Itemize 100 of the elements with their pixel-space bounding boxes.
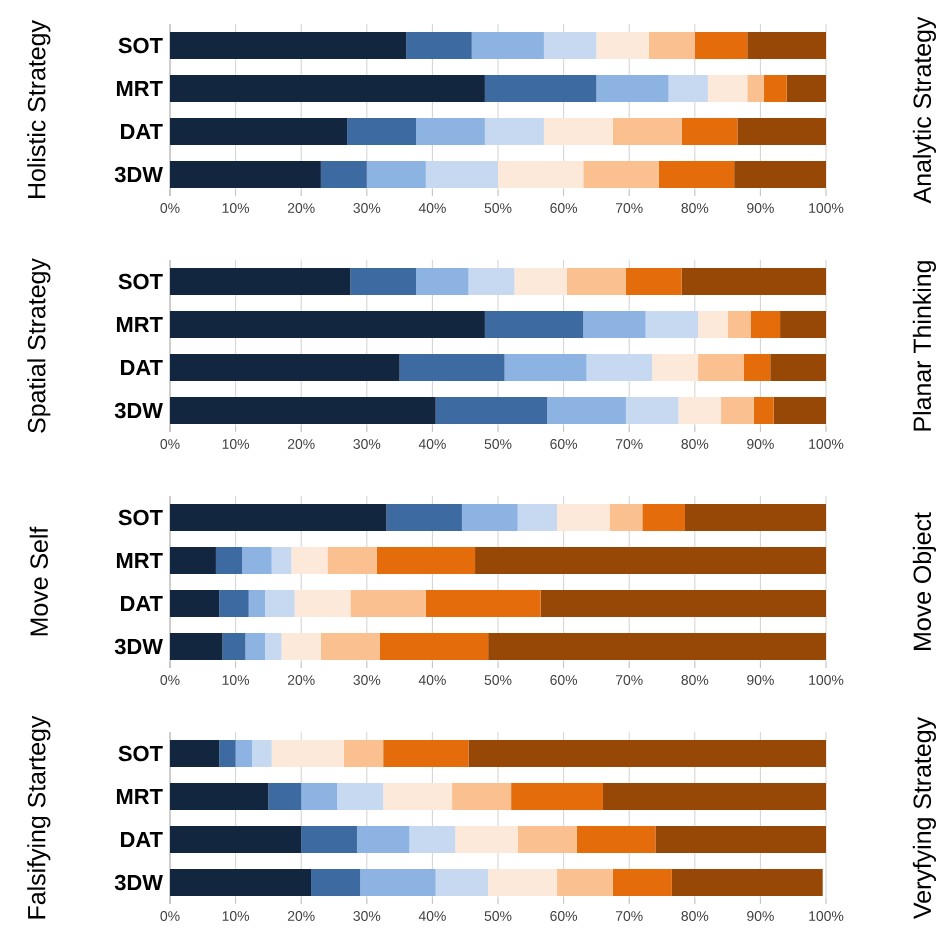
bar bbox=[514, 268, 567, 296]
bar bbox=[645, 311, 699, 339]
bar bbox=[609, 504, 643, 532]
bar bbox=[557, 869, 613, 897]
y-tick-label: MRT bbox=[116, 80, 163, 97]
bar bbox=[596, 75, 669, 103]
bar bbox=[350, 268, 416, 296]
bar bbox=[170, 397, 436, 425]
bar bbox=[425, 590, 541, 618]
bar bbox=[461, 504, 518, 532]
bar bbox=[747, 32, 827, 60]
y-tick-label: MRT bbox=[116, 316, 163, 333]
y-tick-label: DAT bbox=[121, 359, 163, 376]
bar bbox=[425, 161, 499, 189]
y2-axis-title: Move Object bbox=[912, 512, 936, 650]
bar bbox=[727, 311, 751, 339]
bar bbox=[737, 118, 827, 146]
y-tick-label: SOT bbox=[118, 273, 163, 290]
bar bbox=[517, 504, 558, 532]
bar bbox=[248, 590, 266, 618]
bar bbox=[681, 268, 827, 296]
bar bbox=[215, 547, 243, 575]
bar bbox=[694, 32, 748, 60]
bar bbox=[576, 826, 656, 854]
bar bbox=[540, 590, 827, 618]
bar bbox=[488, 633, 827, 661]
bar bbox=[170, 268, 351, 296]
bar bbox=[763, 75, 787, 103]
bar bbox=[271, 547, 292, 575]
bar bbox=[271, 740, 344, 768]
bar bbox=[170, 118, 348, 146]
bar bbox=[734, 161, 827, 189]
bar bbox=[320, 161, 367, 189]
y2-axis-title: Veryfying Strategy bbox=[912, 717, 936, 919]
bar bbox=[625, 397, 679, 425]
bar bbox=[484, 75, 597, 103]
bar bbox=[511, 783, 603, 811]
bar bbox=[655, 826, 827, 854]
bar bbox=[366, 161, 426, 189]
y-tick-label: 3DW bbox=[114, 874, 163, 891]
y-tick-label: 3DW bbox=[114, 638, 163, 655]
bar bbox=[170, 869, 312, 897]
bar bbox=[488, 869, 558, 897]
y-axis-title: Falsifying Startegy bbox=[27, 715, 51, 919]
bar bbox=[170, 590, 220, 618]
bar bbox=[170, 547, 216, 575]
bar bbox=[242, 547, 272, 575]
bar bbox=[170, 740, 220, 768]
bar bbox=[684, 504, 827, 532]
bar bbox=[399, 354, 505, 382]
bar bbox=[721, 397, 754, 425]
bar bbox=[347, 118, 416, 146]
bar bbox=[452, 783, 512, 811]
y-tick-label: DAT bbox=[121, 595, 163, 612]
bar bbox=[612, 118, 682, 146]
bar bbox=[291, 547, 328, 575]
bar bbox=[543, 32, 597, 60]
y2-axis-title: Planar Thinking bbox=[912, 261, 936, 431]
bar bbox=[786, 75, 827, 103]
y-tick-label: MRT bbox=[116, 788, 163, 805]
bar bbox=[356, 826, 410, 854]
bar bbox=[409, 826, 456, 854]
bar bbox=[583, 161, 659, 189]
y-tick-label: SOT bbox=[118, 745, 163, 762]
bar bbox=[658, 161, 735, 189]
bar bbox=[386, 504, 462, 532]
bar bbox=[320, 633, 380, 661]
bar bbox=[468, 268, 515, 296]
y-tick-label: MRT bbox=[116, 552, 163, 569]
y-axis-title: Move Self bbox=[29, 526, 48, 636]
bar bbox=[504, 354, 587, 382]
bar bbox=[170, 75, 485, 103]
bar bbox=[484, 311, 584, 339]
bar bbox=[170, 32, 407, 60]
bar bbox=[268, 783, 302, 811]
bar bbox=[350, 590, 426, 618]
bar bbox=[245, 633, 266, 661]
bar bbox=[265, 590, 295, 618]
bar bbox=[517, 826, 577, 854]
bar bbox=[583, 311, 646, 339]
bar bbox=[416, 268, 469, 296]
bar bbox=[219, 590, 249, 618]
bar bbox=[252, 740, 272, 768]
bar bbox=[170, 161, 321, 189]
bar bbox=[681, 118, 738, 146]
bar bbox=[281, 633, 321, 661]
bar bbox=[547, 397, 626, 425]
bar bbox=[170, 504, 387, 532]
bar bbox=[311, 869, 361, 897]
y-tick-label: DAT bbox=[121, 831, 163, 848]
bar bbox=[543, 118, 613, 146]
bar bbox=[586, 354, 653, 382]
bar bbox=[625, 268, 682, 296]
bar bbox=[376, 547, 476, 575]
bar bbox=[744, 354, 771, 382]
bar bbox=[379, 633, 489, 661]
bar bbox=[668, 75, 708, 103]
bar bbox=[707, 75, 748, 103]
bar bbox=[301, 826, 357, 854]
bar bbox=[750, 311, 781, 339]
